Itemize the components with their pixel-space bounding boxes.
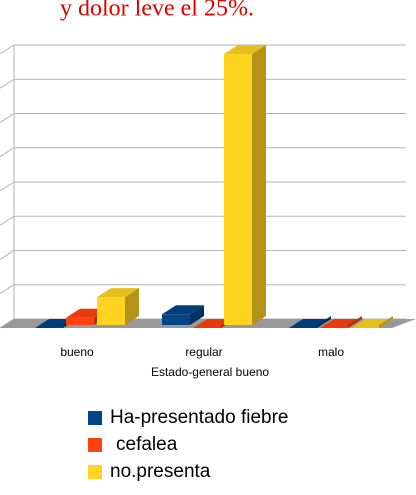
grid-line <box>0 215 406 226</box>
bar-front <box>224 54 252 325</box>
x-tick-label: malo <box>318 345 344 359</box>
bar-side <box>379 316 393 328</box>
bar-side <box>190 305 204 325</box>
bar-side <box>348 316 362 328</box>
legend-swatch <box>88 465 102 479</box>
grid-line <box>0 113 406 123</box>
grid-line <box>0 147 406 158</box>
grid-line <box>0 250 406 260</box>
bar-side <box>317 316 331 328</box>
legend-swatch <box>88 438 102 452</box>
grid-line <box>0 284 406 295</box>
bar <box>224 45 266 325</box>
x-axis-label: Estado-general bueno <box>151 365 269 379</box>
bar <box>351 316 393 328</box>
bar <box>162 305 204 325</box>
chart-title: y dolor leve el 25%. <box>60 0 254 22</box>
legend-label: no.presenta <box>110 461 211 482</box>
bar-side <box>252 45 266 325</box>
grid-line <box>0 181 406 192</box>
x-tick-label: regular <box>185 345 222 359</box>
bar-front <box>66 317 94 325</box>
legend-label: cefalea <box>116 434 178 455</box>
grid-line <box>0 78 406 89</box>
bar <box>97 288 139 325</box>
bar-side <box>125 288 139 325</box>
legend-label: Ha-presentado fiebre <box>110 407 289 428</box>
legend-swatch <box>88 411 102 425</box>
bar <box>320 316 362 328</box>
bar-front <box>97 297 125 325</box>
x-tick-label: bueno <box>60 345 94 359</box>
grid-line <box>0 44 406 55</box>
bar <box>289 316 331 328</box>
bar-front <box>162 314 190 325</box>
